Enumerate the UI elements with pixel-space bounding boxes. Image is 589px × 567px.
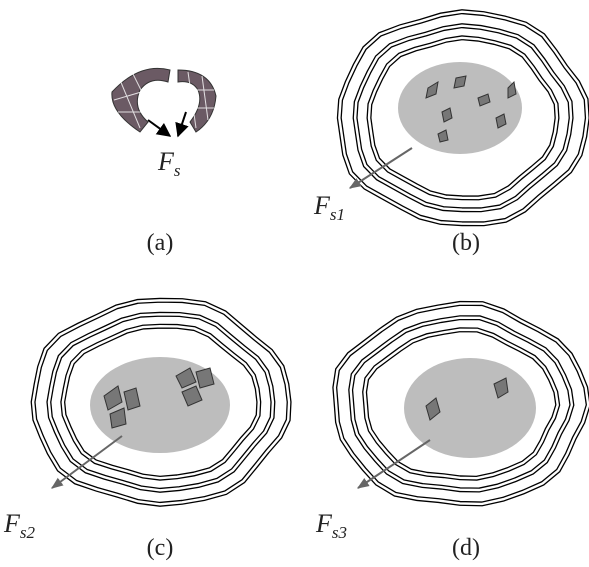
label: Fs2 (3, 509, 36, 542)
label-subscript: s1 (330, 205, 345, 224)
caption: (a) (147, 230, 174, 256)
region (398, 62, 522, 154)
label: Fs1 (313, 191, 345, 224)
label-symbol: F (157, 147, 175, 176)
label-symbol: F (313, 191, 331, 220)
label-subscript: s2 (20, 523, 36, 542)
label-subscript: s (174, 161, 181, 180)
patch (112, 68, 216, 136)
figure: Fs Fs1 Fs2 Fs3 (a) (b) (c) (d) (0, 0, 589, 567)
label-symbol: F (315, 509, 333, 538)
label-subscript: s3 (332, 523, 347, 542)
page: {"panels": [ {"caption": "(a)", "label":… (0, 0, 589, 567)
label: Fs3 (315, 509, 347, 542)
label: Fs (157, 147, 181, 180)
caption: (d) (452, 535, 480, 561)
label-symbol: F (3, 509, 21, 538)
caption: (b) (452, 230, 480, 256)
caption: (c) (147, 535, 174, 561)
